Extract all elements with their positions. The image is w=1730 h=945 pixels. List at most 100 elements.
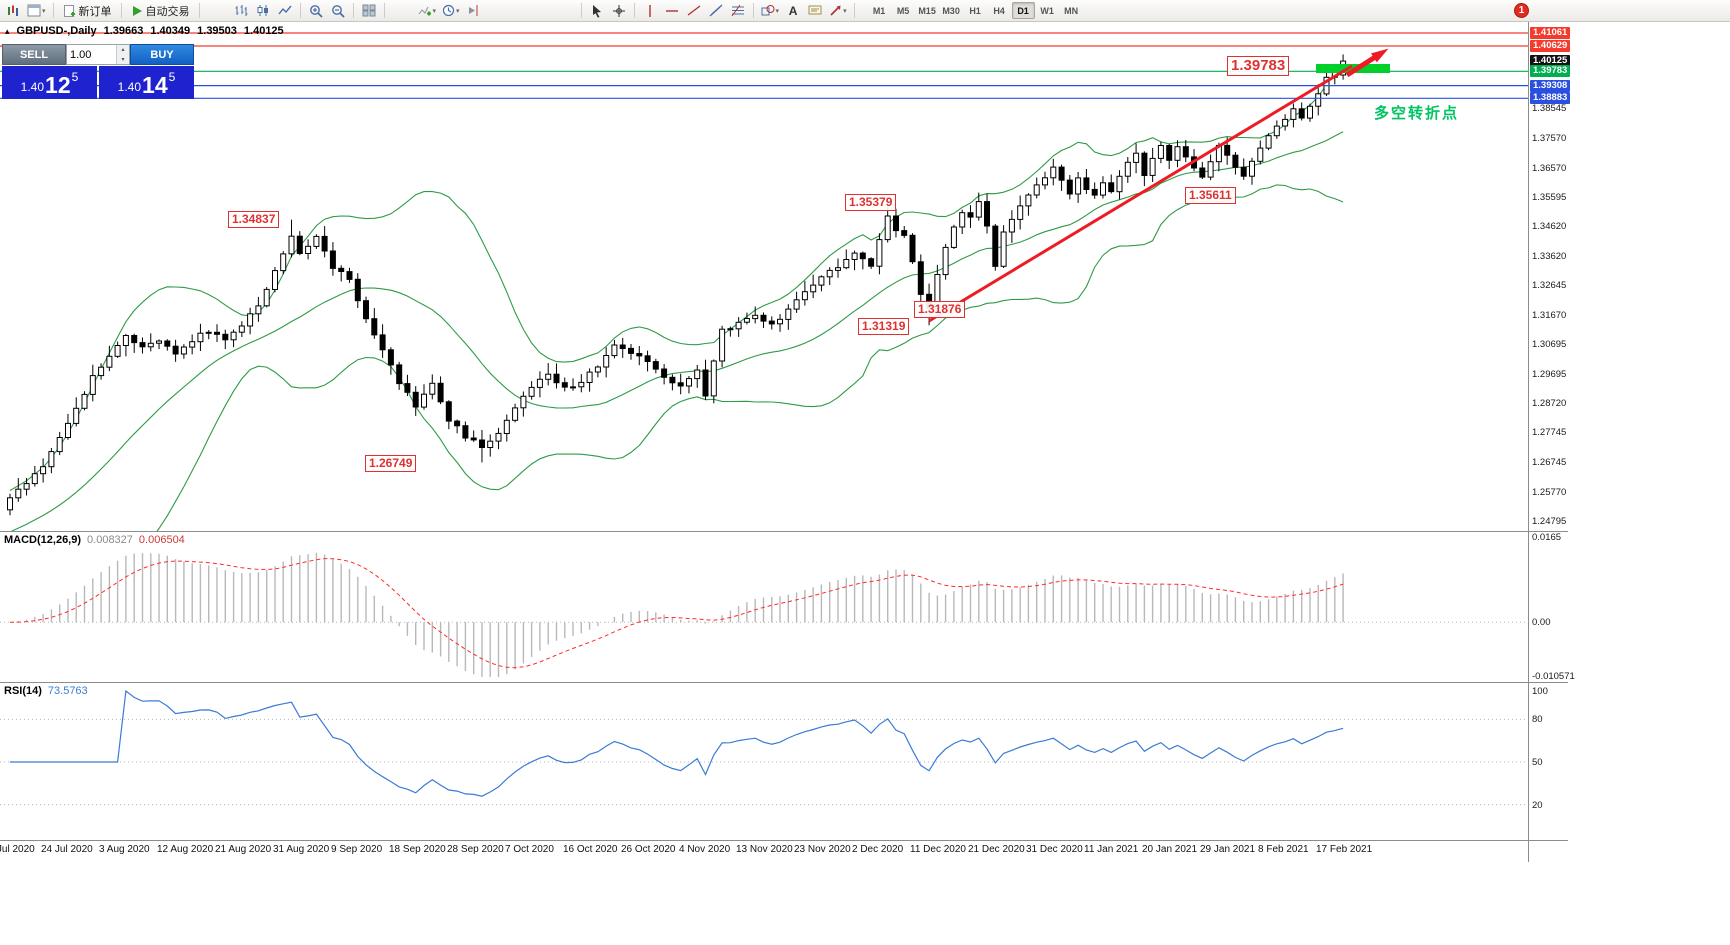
time-axis-label: 28 Sep 2020 bbox=[447, 844, 504, 855]
time-axis-label: 31 Aug 2020 bbox=[273, 844, 330, 855]
price-axis-label: 1.31670 bbox=[1532, 310, 1567, 321]
timeframe-button-W1[interactable]: W1 bbox=[1040, 5, 1054, 16]
lot-size-box: ▴ ▾ bbox=[66, 44, 130, 65]
price-axis-label: 1.25770 bbox=[1532, 487, 1567, 498]
rsi-value: 73.5763 bbox=[47, 685, 88, 697]
time-axis-label: 20 Jan 2021 bbox=[1142, 844, 1198, 855]
price-axis[interactable]: 1.38545 1.37570 1.36570 1.35595 1.34620 1.336… bbox=[1529, 22, 1573, 531]
new-order-button[interactable]: 新订单 bbox=[59, 1, 116, 21]
price-axis-label: 1.35595 bbox=[1532, 192, 1567, 203]
horizontal-line-icon bbox=[665, 9, 678, 12]
price-axis-label: 1.24795 bbox=[1532, 516, 1567, 527]
time-axis-label: 11 Dec 2020 bbox=[910, 844, 966, 855]
timeframes-toolbar: M1 M5 M15 M30 H1 H4 D1 W1 MN bbox=[868, 2, 1083, 19]
cursor-button[interactable] bbox=[587, 1, 607, 21]
time-axis[interactable]: 15 Jul 2020 24 Jul 2020 3 Aug 2020 12 Aug 2… bbox=[0, 841, 1568, 862]
buy-button[interactable]: BUY bbox=[130, 44, 194, 65]
price-axis-label: 1.32645 bbox=[1532, 280, 1567, 291]
fibonacci-button[interactable] bbox=[728, 1, 748, 21]
time-axis-label: 16 Oct 2020 bbox=[563, 844, 618, 855]
arrows-button[interactable]: ▾ bbox=[827, 1, 849, 21]
vertical-line-button[interactable] bbox=[640, 1, 660, 21]
clock-icon bbox=[442, 4, 455, 17]
horizontal-line-button[interactable] bbox=[662, 1, 682, 21]
timeframe-button-M30[interactable]: M30 bbox=[942, 5, 960, 16]
toolbar-separator bbox=[853, 3, 855, 18]
indicators-button[interactable]: ▾ bbox=[416, 1, 439, 21]
rsi-panel-canvas[interactable] bbox=[0, 683, 1528, 840]
notifications-badge[interactable]: 1 bbox=[1514, 3, 1529, 18]
chart-ohlc-header: ▴ GBPUSD-,Daily 1.39663 1.40349 1.39503 … bbox=[5, 25, 284, 37]
timeframe-button-D1[interactable]: D1 bbox=[1011, 2, 1035, 19]
cursor-icon bbox=[592, 4, 601, 18]
price-axis-label: 1.27745 bbox=[1532, 427, 1567, 438]
zoom-in-icon bbox=[309, 4, 323, 18]
new-order-icon bbox=[63, 4, 75, 17]
crosshair-button[interactable] bbox=[609, 1, 629, 21]
zoom-in-button[interactable] bbox=[306, 1, 326, 21]
time-axis-label: 29 Jan 2021 bbox=[1200, 844, 1256, 855]
channel-button[interactable] bbox=[706, 1, 726, 21]
new-chart-button[interactable] bbox=[3, 1, 23, 21]
timeframe-button-M1[interactable]: M1 bbox=[872, 5, 886, 16]
macd-panel-canvas[interactable] bbox=[0, 532, 1528, 682]
timeframe-button-H4[interactable]: H4 bbox=[993, 5, 1005, 16]
lot-increase-button[interactable]: ▴ bbox=[117, 45, 129, 55]
time-axis-label: 13 Nov 2020 bbox=[736, 844, 793, 855]
trendline-button[interactable] bbox=[684, 1, 704, 21]
text-button[interactable]: A bbox=[783, 1, 803, 21]
timeframe-button-H1[interactable]: H1 bbox=[969, 5, 981, 16]
text-label-button[interactable] bbox=[805, 1, 825, 21]
arrow-tool-icon bbox=[830, 5, 841, 16]
timeframe-button-M15[interactable]: M15 bbox=[918, 5, 936, 16]
chart-shift-button[interactable] bbox=[464, 1, 484, 21]
time-axis-label: 3 Aug 2020 bbox=[99, 844, 150, 855]
autotrading-button[interactable]: 自动交易 bbox=[127, 1, 194, 21]
candlestick-chart-button[interactable] bbox=[253, 1, 273, 21]
panel-separator[interactable] bbox=[0, 682, 1568, 683]
main-chart-canvas[interactable] bbox=[0, 22, 1528, 531]
level-price-badge: 1.38883 bbox=[1530, 92, 1571, 104]
bar-chart-button[interactable] bbox=[231, 1, 251, 21]
level-price-badge: 1.39308 bbox=[1530, 80, 1571, 92]
toolbar-separator bbox=[383, 3, 385, 18]
time-axis-label: 21 Aug 2020 bbox=[215, 844, 272, 855]
level-price-badge: 1.39783 bbox=[1530, 65, 1571, 77]
periods-button[interactable]: ▾ bbox=[440, 1, 462, 21]
sell-price-display[interactable]: 1.40 12 5 bbox=[2, 66, 97, 99]
buy-price-display[interactable]: 1.40 14 5 bbox=[99, 66, 194, 99]
lot-size-input[interactable] bbox=[67, 45, 116, 64]
chevron-down-icon: ▾ bbox=[775, 7, 780, 15]
toolbar: ▾ 新订单 自动交易 bbox=[0, 0, 1730, 22]
line-chart-icon bbox=[277, 5, 292, 15]
channel-icon bbox=[709, 4, 722, 17]
ohlc-open: 1.39663 bbox=[103, 25, 144, 37]
rsi-axis-label: 80 bbox=[1532, 714, 1543, 725]
timeframe-button-M5[interactable]: M5 bbox=[896, 5, 910, 16]
rsi-axis-label: 50 bbox=[1532, 757, 1543, 768]
sell-button[interactable]: SELL bbox=[2, 44, 66, 65]
sell-price-point: 5 bbox=[71, 70, 79, 84]
rsi-axis[interactable]: 100 80 50 20 bbox=[1529, 683, 1573, 840]
price-axis-label: 1.34620 bbox=[1532, 221, 1567, 232]
collapse-trade-panel-icon[interactable]: ▴ bbox=[5, 25, 10, 36]
macd-axis-label: 0.00 bbox=[1532, 617, 1551, 628]
tile-windows-button[interactable] bbox=[359, 1, 379, 21]
price-axis-label: 1.26745 bbox=[1532, 457, 1567, 468]
buy-price-point: 5 bbox=[168, 70, 176, 84]
level-price-badge: 1.40629 bbox=[1530, 40, 1571, 52]
timeframe-button-MN[interactable]: MN bbox=[1064, 5, 1079, 16]
shapes-button[interactable]: ▾ bbox=[759, 1, 782, 21]
chevron-down-icon: ▾ bbox=[42, 7, 46, 15]
zoom-out-button[interactable] bbox=[328, 1, 348, 21]
time-axis-label: 9 Sep 2020 bbox=[331, 844, 383, 855]
panel-separator[interactable] bbox=[0, 531, 1568, 532]
lot-decrease-button[interactable]: ▾ bbox=[117, 54, 129, 64]
line-chart-button[interactable] bbox=[275, 1, 295, 21]
macd-axis[interactable]: 0.0165 0.00 -0.010571 bbox=[1529, 532, 1575, 682]
level-price-badge: 1.41061 bbox=[1530, 27, 1571, 39]
profiles-button[interactable]: ▾ bbox=[25, 1, 48, 21]
rsi-label-row: RSI(14) 73.5763 bbox=[4, 685, 88, 697]
rsi-name: RSI(14) bbox=[4, 685, 42, 697]
